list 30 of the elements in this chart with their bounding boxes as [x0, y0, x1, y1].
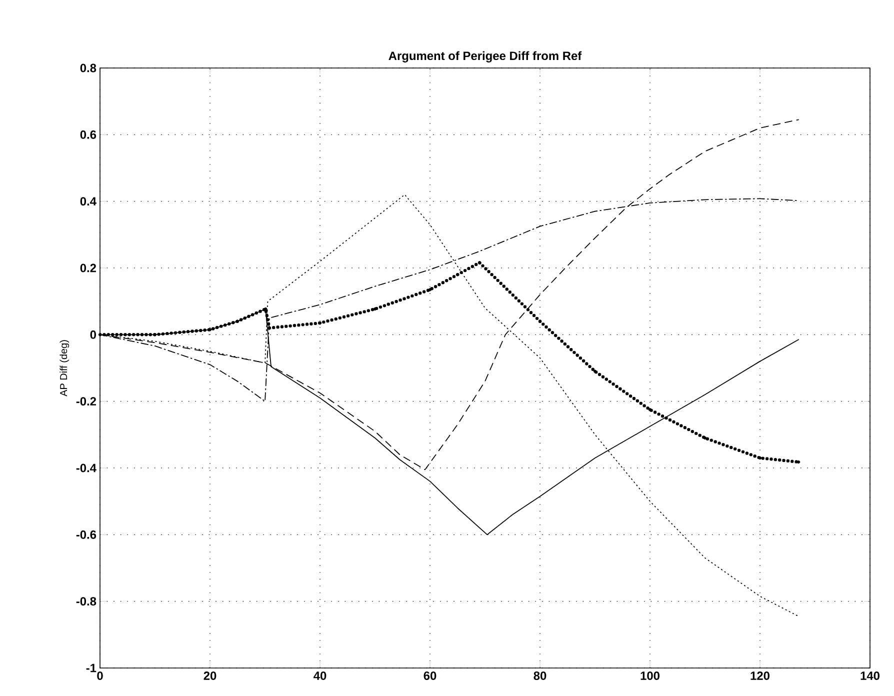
y-tick-label: 0.6 — [80, 130, 96, 139]
x-tick-label: 0 — [97, 672, 103, 680]
x-tick-label: 80 — [534, 672, 546, 680]
point — [456, 273, 460, 276]
point — [428, 288, 432, 292]
y-tick-label: -1 — [86, 664, 96, 672]
x-tick-label: 40 — [314, 672, 326, 680]
y-tick-label: 0 — [90, 330, 96, 339]
y-axis-title: AP Diff (deg) — [60, 340, 70, 396]
y-tick-label: 0.4 — [80, 197, 96, 206]
point — [268, 326, 272, 330]
point — [98, 333, 102, 336]
x-tick-label: 120 — [750, 672, 770, 680]
point — [478, 261, 482, 264]
point — [236, 320, 240, 323]
x-tick-label: 140 — [860, 672, 880, 680]
y-tick-label: -0.6 — [76, 530, 96, 539]
y-tick-label: -0.8 — [76, 597, 96, 606]
y-tick-label: 0.8 — [80, 64, 96, 72]
point — [648, 408, 652, 412]
chart-title: Argument of Perigee Diff from Ref — [388, 51, 582, 62]
y-tick-label: -0.2 — [76, 397, 96, 406]
x-tick-label: 100 — [640, 672, 660, 680]
y-tick-label: -0.4 — [76, 464, 96, 472]
point — [593, 370, 597, 373]
x-tick-label: 20 — [204, 672, 216, 680]
point — [703, 436, 707, 440]
x-tick-label: 60 — [424, 672, 436, 680]
point — [538, 320, 542, 323]
y-tick-label: 0.2 — [80, 264, 96, 272]
